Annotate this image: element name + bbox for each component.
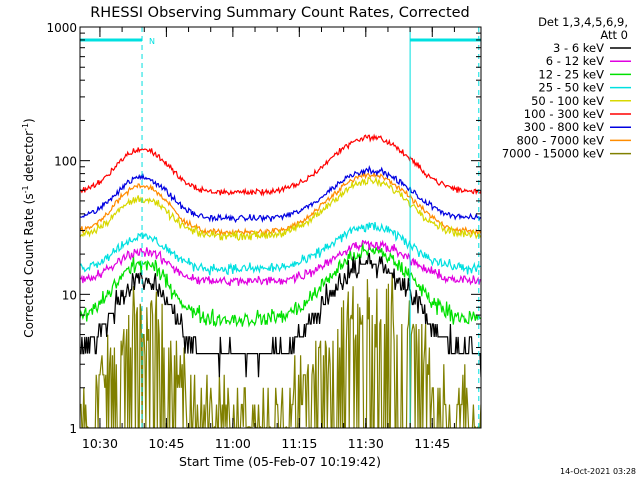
chart-title: RHESSI Observing Summary Count Rates, Co… [90, 5, 470, 21]
y-tick-label: 1 [69, 422, 77, 436]
series-line [80, 242, 481, 328]
x-tick-label: 11:00 [215, 436, 251, 451]
legend-label: 6 - 12 keV [546, 54, 604, 68]
x-axis: 10:30 10:45 11:00 11:15 11:30 11:45 [82, 27, 455, 451]
x-tick-label: 11:45 [414, 436, 450, 451]
series-line [80, 222, 481, 276]
series-layer [80, 133, 481, 428]
y-tick-label: 100 [54, 155, 77, 169]
series-line [80, 272, 481, 428]
x-tick-label: 11:30 [348, 436, 384, 451]
legend-label: 300 - 800 keV [524, 120, 604, 134]
legend-label: 25 - 50 keV [538, 81, 604, 95]
plot-area: N [80, 27, 481, 428]
series-line [80, 133, 481, 197]
plot-frame [79, 26, 482, 429]
x-tick-label: 10:30 [82, 436, 118, 451]
legend-label: 50 - 100 keV [531, 94, 604, 108]
series-line [80, 171, 481, 238]
series-line [80, 164, 481, 224]
flag-label: N [149, 37, 155, 46]
y-tick-label: 10 [62, 288, 77, 302]
flag-marker-layer: N [80, 27, 481, 428]
legend-label: 12 - 25 keV [538, 67, 604, 81]
generation-timestamp: 14-Oct-2021 03:28 [560, 467, 636, 476]
x-tick-label: 11:15 [281, 436, 317, 451]
series-line [80, 252, 481, 378]
y-tick-label: 1000 [46, 21, 77, 35]
legend-label: 3 - 6 keV [553, 41, 604, 55]
x-tick-label: 10:45 [148, 436, 184, 451]
y-axis: 1 10 100 1000 [46, 21, 481, 436]
legend-header-line-2: Att 0 [600, 28, 628, 42]
legend-label: 7000 - 15000 keV [502, 147, 604, 161]
legend-header-line-1: Det 1,3,4,5,6,9, [538, 15, 628, 29]
series-line [80, 175, 481, 241]
legend-label: 100 - 300 keV [524, 107, 604, 121]
y-axis-label: Corrected Count Rate (s-1 detector-1) [21, 118, 36, 337]
x-axis-label: Start Time (05-Feb-07 10:19:42) [179, 454, 381, 469]
legend-label: 800 - 7000 keV [516, 133, 604, 147]
series-line [80, 239, 481, 287]
